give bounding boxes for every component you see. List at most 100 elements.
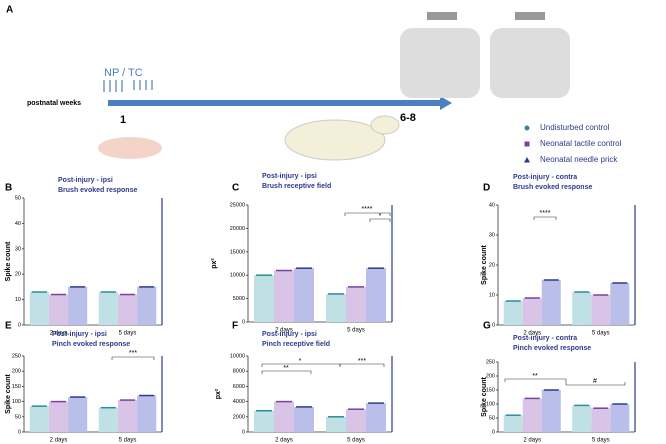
device	[427, 12, 457, 20]
device	[515, 12, 545, 20]
x-tick-label: 5 days	[347, 438, 365, 444]
bar	[346, 286, 366, 322]
bar	[572, 405, 592, 432]
y-tick-label: 25000	[230, 202, 245, 208]
y-tick-label: 20	[489, 262, 495, 268]
panel-label: G	[483, 321, 491, 332]
bar	[98, 291, 118, 325]
rat-head	[370, 115, 400, 135]
y-tick-label: 10000	[230, 353, 245, 359]
end-label: 6-8	[400, 112, 416, 124]
panel-title: Post-injury - ipsi	[52, 331, 107, 338]
panel-subtitle: Brush receptive field	[262, 183, 331, 190]
bar	[366, 403, 386, 432]
setup-right	[490, 28, 570, 98]
panel-label: D	[483, 183, 490, 194]
bar	[346, 409, 366, 432]
panel: B Post-injury - ipsi Brush evoked response…	[5, 177, 163, 337]
x-tick-label: 5 days	[592, 438, 610, 444]
panel-label: B	[5, 183, 12, 194]
y-tick-label: 10000	[230, 273, 245, 279]
x-tick-label: 2 days	[523, 438, 541, 444]
y-tick-label: 6000	[233, 384, 245, 390]
panel: F Post-injury - ipsi Pinch receptive field…	[215, 321, 393, 444]
y-tick-label: 15000	[230, 249, 245, 255]
bar	[274, 270, 294, 322]
bar	[610, 404, 630, 432]
bar	[68, 286, 88, 325]
panel-subtitle: Pinch evoked response	[513, 345, 591, 352]
bar	[98, 407, 118, 432]
y-tick-label: 50	[15, 414, 21, 420]
panel-label: F	[232, 321, 238, 332]
x-tick-label: 5 days	[347, 328, 365, 334]
bar	[274, 401, 294, 432]
annotation: ***	[129, 350, 137, 357]
panel-subtitle: Brush evoked response	[513, 184, 592, 191]
y-axis-label: Spike count	[5, 374, 12, 414]
y-tick-label: 150	[12, 384, 21, 390]
panel-subtitle: Brush evoked response	[58, 187, 137, 194]
panel-title: Post-injury - ipsi	[262, 331, 317, 338]
annotation: ****	[540, 210, 551, 217]
timeline-label: postnatal weeks	[27, 100, 81, 107]
y-tick-label: 40	[489, 202, 495, 208]
panel-title: Post-injury - ipsi	[262, 173, 317, 180]
y-tick-label: 100	[486, 401, 495, 407]
y-tick-label: 40	[15, 221, 21, 227]
x-tick-label: 2 days	[275, 328, 293, 334]
bar	[68, 397, 88, 432]
bar	[326, 293, 346, 322]
bar	[294, 406, 314, 432]
y-tick-label: 50	[489, 415, 495, 421]
y-tick-label: 100	[12, 399, 21, 405]
bar	[254, 410, 274, 432]
y-tick-label: 20	[15, 272, 21, 278]
bar	[29, 406, 49, 432]
y-tick-label: 5000	[233, 296, 245, 302]
panel-subtitle: Pinch receptive field	[262, 341, 330, 348]
annotation: **	[283, 365, 289, 372]
x-tick-label: 5 days	[592, 331, 610, 337]
bar	[503, 301, 523, 325]
bar	[326, 416, 346, 432]
bar	[294, 268, 314, 322]
legend-marker	[524, 125, 530, 131]
y-tick-label: 250	[12, 353, 21, 359]
legend: Undisturbed control Neonatal tactile cont…	[524, 123, 622, 164]
arrow-head	[440, 96, 452, 110]
bar	[48, 294, 69, 325]
y-tick-label: 0	[492, 429, 495, 435]
y-tick-label: 10	[489, 292, 495, 298]
x-tick-label: 2 days	[523, 331, 541, 337]
bar	[503, 415, 523, 432]
start-label: 1	[120, 114, 126, 126]
bar	[48, 401, 69, 432]
annotation: *	[379, 213, 382, 220]
panel-label: A	[6, 5, 13, 16]
y-tick-label: 0	[492, 322, 495, 328]
legend-label: Undisturbed control	[540, 123, 610, 132]
x-tick-label: 5 days	[119, 438, 137, 444]
bar	[591, 295, 611, 325]
panel-title: Post-injury - contra	[513, 174, 577, 181]
y-tick-label: 2000	[233, 414, 245, 420]
bar	[541, 390, 561, 432]
panel: C Post-injury - ipsi Brush receptive field…	[211, 173, 393, 334]
bar	[366, 268, 386, 322]
x-tick-label: 2 days	[50, 438, 68, 444]
bar	[254, 275, 274, 322]
annotation: ***	[358, 358, 366, 365]
y-tick-label: 0	[18, 429, 21, 435]
y-tick-label: 150	[486, 387, 495, 393]
panel: G Post-injury - contra Pinch evoked respon…	[481, 321, 636, 444]
y-axis-label: px²	[215, 388, 222, 399]
y-tick-label: 20000	[230, 226, 245, 232]
injection-marks	[103, 80, 153, 92]
y-tick-label: 0	[242, 319, 245, 325]
bar	[137, 286, 157, 325]
brackets	[111, 212, 626, 386]
pup	[98, 137, 162, 159]
y-axis-label: Spike count	[481, 377, 488, 417]
